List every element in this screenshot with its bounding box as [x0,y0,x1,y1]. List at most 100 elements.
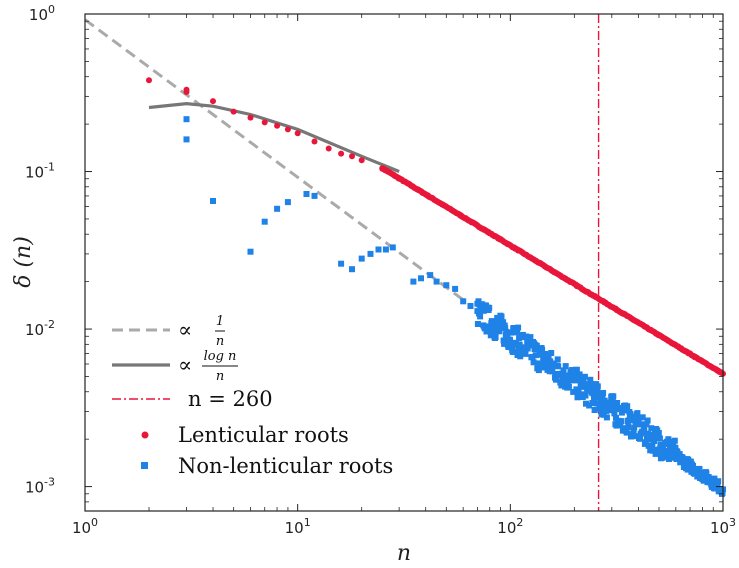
x-tick-label: 101 [285,516,311,537]
data-point [661,447,668,454]
tick-exponent: -3 [44,476,55,489]
data-point [696,466,703,473]
data-point [595,393,602,400]
data-point [501,340,508,347]
data-point [582,392,589,399]
data-point [529,353,536,360]
data-point [573,366,580,373]
data-point [516,341,523,348]
data-point [514,329,520,336]
data-point [183,136,190,143]
data-point [294,130,301,137]
data-point [530,359,537,366]
data-point [539,364,546,371]
data-point [535,367,542,374]
data-point [664,441,671,447]
data-point [561,373,568,380]
x-tick-label: 103 [710,516,736,537]
data-point [480,307,487,314]
data-point [669,447,676,454]
data-point [603,414,610,421]
data-point [672,444,679,451]
data-point [474,321,481,327]
data-point [460,298,467,305]
data-point [554,356,561,363]
data-point [492,334,499,340]
data-point [639,414,646,421]
data-point [709,482,716,488]
data-point [591,394,597,401]
data-point [583,400,589,407]
tick-base: 10 [25,479,44,497]
data-point [562,363,569,370]
data-point [698,469,705,476]
data-point [571,372,578,379]
tick-base: 10 [72,519,91,537]
data-point [650,431,657,438]
data-point [549,368,556,375]
x-axis-label: n [397,541,411,566]
legend-numerator: 1 [216,314,224,329]
data-point [210,98,216,105]
tick-base: 10 [25,164,44,182]
data-point [274,122,281,129]
data-point [358,157,365,164]
data-point [502,325,509,332]
tick-base: 10 [497,519,516,537]
data-point [433,278,440,285]
data-point [496,328,503,335]
data-point [637,435,644,442]
data-point [498,313,505,320]
legend-entry-dashed: ∝ 1 n [112,314,225,349]
legend-marker [141,431,149,439]
tick-exponent: -1 [44,161,55,174]
legend-prefix: ∝ [178,318,192,342]
data-point [591,407,598,413]
data-point [524,345,531,352]
data-point [715,478,722,485]
data-point [609,397,616,404]
data-point [572,377,579,384]
data-point [642,439,649,446]
data-point [586,402,593,409]
data-point [504,331,511,337]
data-point [663,452,670,459]
legend-entry-square: Non-lenticular roots [141,454,393,478]
data-point [643,421,650,428]
legend-entry-circle: Lenticular roots [141,423,349,447]
data-point [634,410,641,417]
data-point [537,351,544,358]
data-point [539,347,546,353]
data-point [508,329,515,336]
data-point [649,443,656,450]
data-point [358,255,365,262]
data-point [367,250,374,257]
data-point [303,191,310,197]
reference-curve-inverse-n [84,18,465,302]
data-point [641,424,648,431]
data-point [570,388,577,395]
series-lenticular-roots [146,77,726,377]
data-point [589,400,596,406]
data-point [645,442,652,449]
data-point [712,485,719,492]
legend-numerator: log n [204,349,237,364]
data-point [349,153,355,160]
data-point [230,108,237,115]
data-point [311,138,318,145]
data-point [511,348,518,355]
data-point [261,218,268,225]
data-point [489,325,496,332]
data-point [427,272,434,279]
y-tick-label: 10-3 [25,476,55,497]
tick-base: 10 [25,321,44,339]
data-point [452,285,459,292]
legend-denominator: n [216,334,224,349]
tick-exponent: 0 [48,3,55,16]
data-point [600,411,607,418]
data-point [593,400,600,407]
y-tick-label: 10-2 [25,318,55,339]
